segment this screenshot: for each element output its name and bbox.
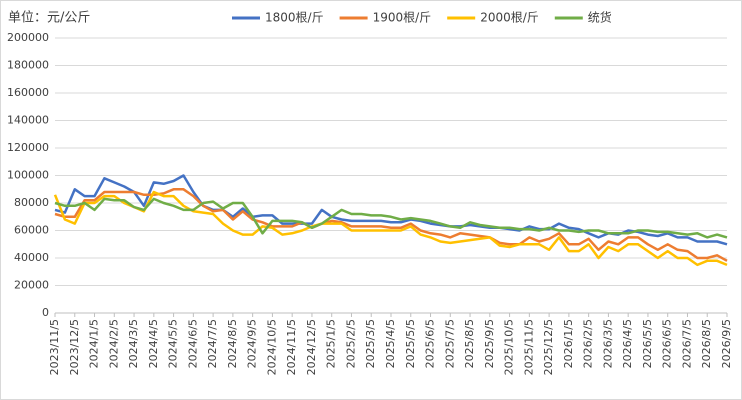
x-tick-label: 2025/9/5	[483, 319, 496, 368]
x-tick-label: 2024/6/5	[186, 319, 199, 368]
x-tick-label: 2024/9/5	[246, 319, 259, 368]
x-tick-label: 2024/8/5	[226, 319, 239, 368]
x-tick-label: 2024/12/5	[305, 319, 318, 375]
x-tick-label: 2024/3/5	[127, 319, 140, 368]
x-tick-label: 2026/2/5	[582, 319, 595, 368]
x-tick-label: 2024/5/5	[167, 319, 180, 368]
y-tick-label: 80000	[14, 196, 49, 209]
x-tick-label: 2026/8/5	[700, 319, 713, 368]
x-tick-label: 2024/1/5	[88, 319, 101, 368]
x-tick-label: 2023/11/5	[48, 319, 61, 375]
y-tick-label: 120000	[7, 141, 49, 154]
y-tick-label: 200000	[7, 31, 49, 44]
x-tick-label: 2024/11/5	[285, 319, 298, 375]
x-tick-label: 2026/3/5	[601, 319, 614, 368]
x-tick-label: 2023/12/5	[68, 319, 81, 375]
x-tick-label: 2026/6/5	[661, 319, 674, 368]
x-tick-label: 2026/7/5	[680, 319, 693, 368]
x-tick-label: 2025/4/5	[384, 319, 397, 368]
x-tick-label: 2024/10/5	[265, 319, 278, 375]
x-tick-label: 2025/12/5	[542, 319, 555, 375]
y-tick-label: 60000	[14, 224, 49, 237]
x-tick-label: 2025/3/5	[364, 319, 377, 368]
x-tick-label: 2024/2/5	[107, 319, 120, 368]
x-tick-label: 2026/9/5	[720, 319, 733, 368]
x-tick-label: 2025/7/5	[443, 319, 456, 368]
y-tick-label: 100000	[7, 169, 49, 182]
x-tick-label: 2026/5/5	[641, 319, 654, 368]
x-tick-label: 2024/4/5	[147, 319, 160, 368]
y-tick-label: 140000	[7, 114, 49, 127]
x-tick-label: 2025/6/5	[424, 319, 437, 368]
y-tick-label: 20000	[14, 279, 49, 292]
x-tick-label: 2025/2/5	[344, 319, 357, 368]
x-tick-label: 2025/1/5	[325, 319, 338, 368]
y-tick-label: 40000	[14, 251, 49, 264]
y-tick-label: 0	[42, 306, 49, 319]
series-line	[54, 188, 728, 262]
legend-label: 统货	[588, 10, 612, 25]
x-tick-label: 2026/4/5	[621, 319, 634, 368]
series-line	[53, 190, 728, 267]
x-tick-label: 2025/5/5	[404, 319, 417, 368]
legend-label: 1800根/斤	[265, 11, 324, 25]
x-tick-label: 2024/7/5	[206, 319, 219, 368]
unit-label: 单位：元/公斤	[8, 11, 90, 26]
series-line	[54, 197, 728, 239]
legend-label: 1900根/斤	[373, 11, 432, 25]
y-tick-label: 160000	[7, 86, 49, 99]
x-tick-label: 2026/1/5	[562, 319, 575, 368]
x-tick-label: 2025/11/5	[522, 319, 535, 375]
x-tick-label: 2025/10/5	[503, 319, 516, 375]
y-tick-label: 180000	[7, 59, 49, 72]
legend-label: 2000根/斤	[480, 11, 539, 25]
x-tick-label: 2025/8/5	[463, 319, 476, 368]
